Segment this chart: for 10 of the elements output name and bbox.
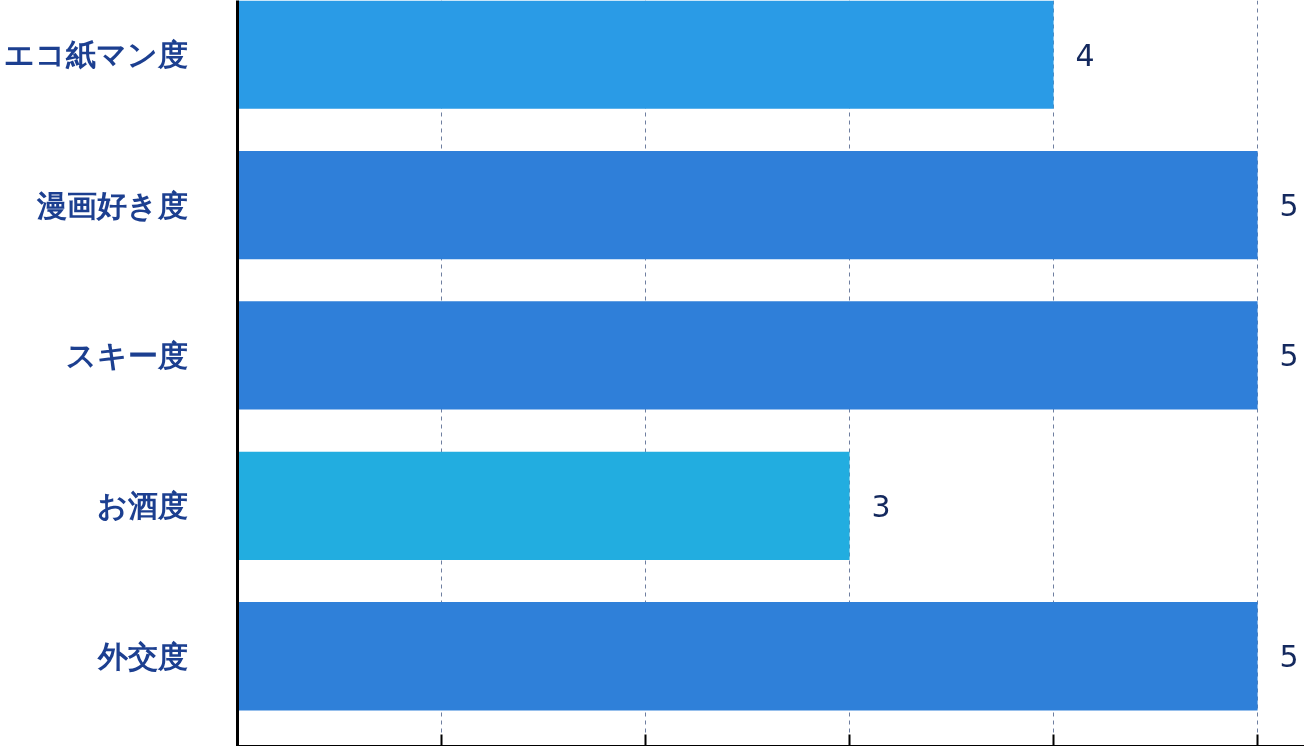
- y-tick-label: スキー度: [65, 337, 188, 373]
- y-tick-label: エコ紙マン度: [3, 37, 188, 73]
- y-tick-label: 外交度: [96, 638, 188, 674]
- data-label: 5: [1279, 639, 1299, 675]
- data-label: 5: [1279, 188, 1299, 224]
- data-label: 3: [871, 488, 891, 524]
- data-label: 5: [1279, 338, 1299, 374]
- y-tick-label: 漫画好き度: [35, 187, 188, 223]
- y-tick-label: お酒度: [96, 488, 188, 524]
- data-label: 4: [1075, 37, 1095, 73]
